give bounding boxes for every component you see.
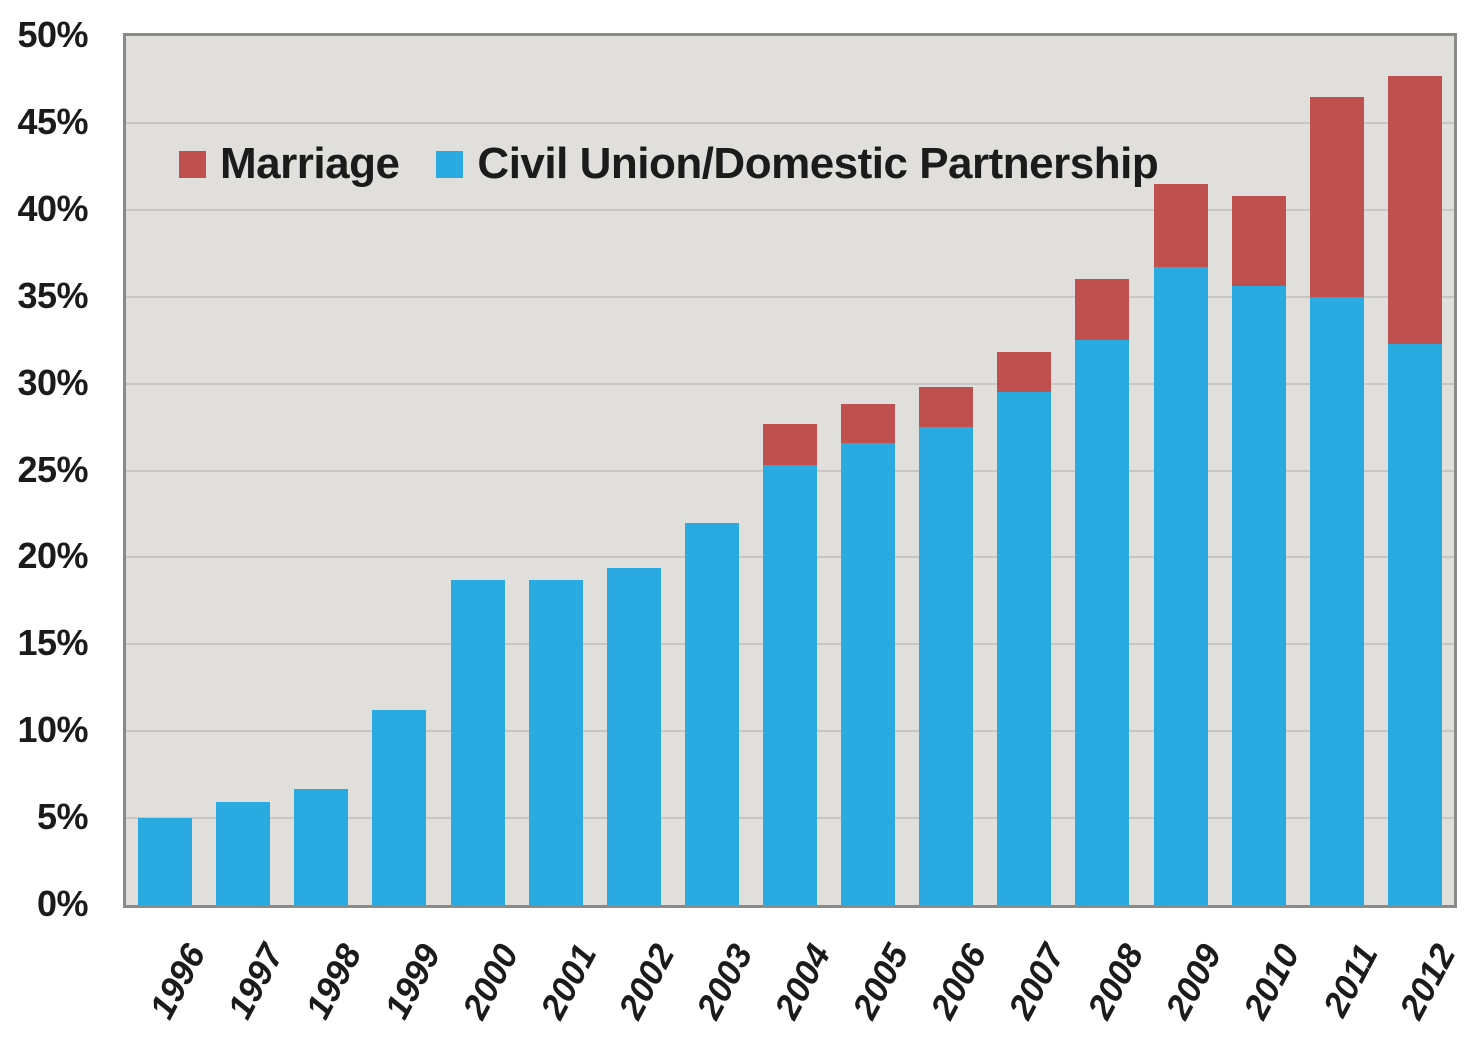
y-tick-label-15: 15% — [17, 622, 88, 664]
bar-2012-marriage — [1387, 76, 1442, 344]
x-tick-label-1996: 1996 — [142, 938, 214, 1026]
y-tick-label-35: 35% — [17, 274, 88, 316]
bar-2005-civil-union — [841, 442, 896, 905]
x-tick-label-2011: 2011 — [1315, 938, 1386, 1023]
y-tick-label-5: 5% — [36, 796, 89, 838]
bar-1998-civil-union — [294, 788, 349, 905]
legend-item-marriage: Marriage — [179, 139, 400, 189]
legend-label-civil-union: Civil Union/Domestic Partnership — [477, 139, 1159, 188]
legend-item-civil-union: Civil Union/Domestic Partnership — [436, 139, 1159, 189]
x-tick-label-2012: 2012 — [1392, 938, 1464, 1026]
bar-2000-civil-union — [450, 580, 505, 905]
bar-2010-marriage — [1231, 195, 1286, 287]
gridline-40 — [126, 208, 1454, 211]
bar-2008-civil-union — [1075, 340, 1130, 905]
legend-swatch-marriage-icon — [179, 150, 206, 178]
bar-1996-civil-union — [138, 818, 193, 905]
bars-layer — [126, 36, 1454, 905]
bar-2007-civil-union — [997, 392, 1052, 905]
y-tick-label-0: 0% — [36, 883, 89, 925]
bar-1999-civil-union — [372, 710, 427, 905]
bar-2012-civil-union — [1387, 343, 1442, 905]
y-tick-label-30: 30% — [17, 361, 88, 403]
x-tick-label-2004: 2004 — [767, 938, 839, 1026]
bar-2009-civil-union — [1153, 267, 1208, 905]
y-tick-label-20: 20% — [17, 535, 88, 577]
bar-2008-marriage — [1075, 279, 1130, 341]
x-tick-label-2002: 2002 — [611, 938, 683, 1026]
legend: Marriage Civil Union/Domestic Partnershi… — [179, 139, 1159, 189]
legend-swatch-civil-union-icon — [436, 150, 464, 178]
x-tick-label-1999: 1999 — [376, 938, 448, 1026]
gridline-30 — [126, 382, 1454, 385]
bar-2002-civil-union — [606, 567, 661, 905]
plot-area — [123, 33, 1457, 908]
x-tick-label-2010: 2010 — [1236, 938, 1308, 1026]
y-tick-label-45: 45% — [17, 101, 88, 143]
bar-2003-civil-union — [684, 522, 739, 905]
x-tick-label-2001: 2001 — [533, 938, 605, 1026]
bar-2009-marriage — [1153, 183, 1208, 268]
bar-2010-civil-union — [1231, 286, 1286, 905]
bar-2004-marriage — [763, 423, 817, 466]
x-tick-label-2005: 2005 — [845, 938, 917, 1026]
y-tick-label-50: 50% — [17, 14, 88, 56]
x-tick-label-2009: 2009 — [1158, 938, 1230, 1026]
x-tick-label-2003: 2003 — [689, 938, 761, 1026]
legend-label-marriage: Marriage — [220, 139, 400, 188]
gridline-35 — [126, 295, 1454, 298]
y-tick-label-25: 25% — [17, 448, 88, 490]
x-tick-label-1997: 1997 — [220, 938, 292, 1026]
x-tick-label-2007: 2007 — [1001, 938, 1073, 1026]
bar-2011-civil-union — [1309, 296, 1364, 905]
bar-1997-civil-union — [216, 802, 271, 905]
x-tick-label-2000: 2000 — [454, 938, 526, 1026]
bar-2005-marriage — [841, 404, 896, 443]
bar-2006-marriage — [919, 387, 974, 428]
y-tick-label-40: 40% — [17, 187, 88, 229]
bar-2001-civil-union — [528, 580, 583, 905]
bar-2007-marriage — [997, 352, 1052, 393]
gridline-45 — [126, 121, 1454, 124]
y-tick-label-10: 10% — [17, 709, 88, 751]
x-tick-label-2008: 2008 — [1079, 938, 1151, 1026]
x-tick-label-1998: 1998 — [298, 938, 370, 1026]
bar-2006-civil-union — [919, 427, 974, 905]
bar-2011-marriage — [1309, 96, 1364, 297]
y-axis-labels: 0% 5% 10% 15% 20% 25% 30% 35% 40% 45% 50% — [0, 0, 100, 1041]
bar-2004-civil-union — [763, 465, 817, 905]
x-tick-label-2006: 2006 — [923, 938, 995, 1026]
